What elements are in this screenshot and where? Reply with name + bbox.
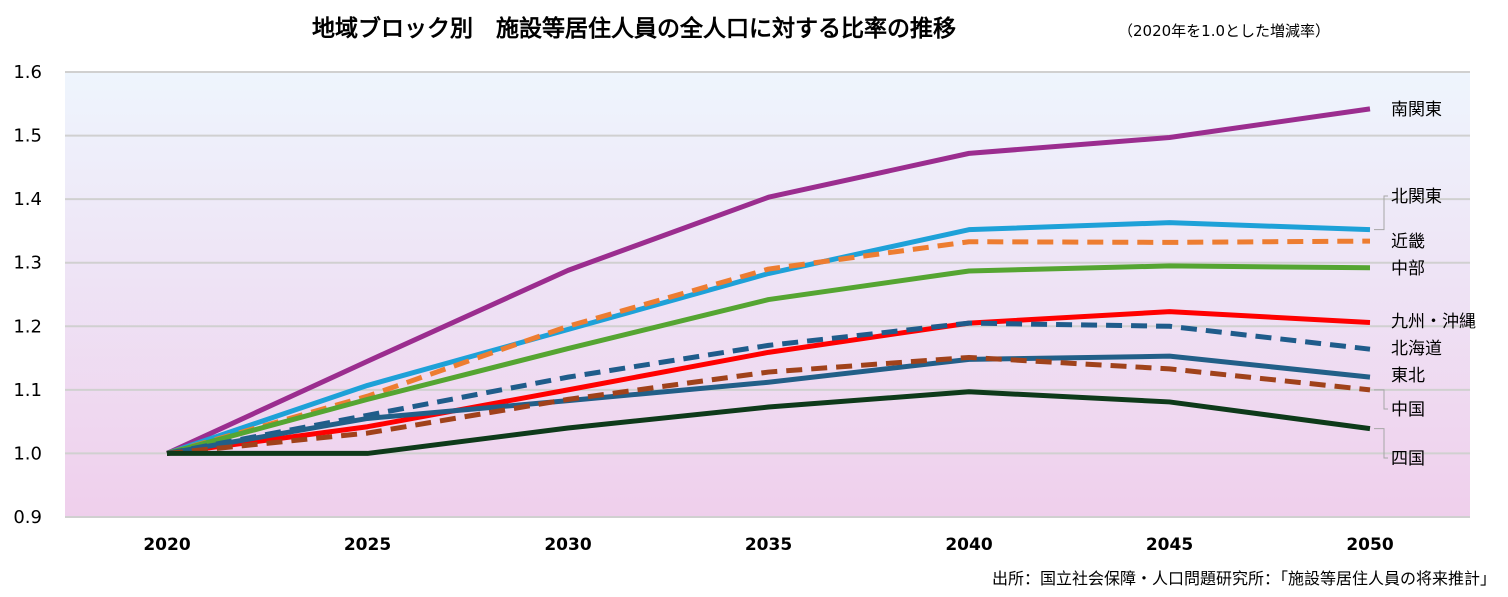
x-axis: 2020 2025 2030 2035 2040 2045 2050: [143, 535, 1393, 555]
series-label: 中部: [1391, 259, 1425, 279]
x-tick-label: 2050: [1346, 535, 1393, 555]
series-label: 北海道: [1391, 339, 1442, 359]
y-tick-label: 1.2: [13, 316, 42, 337]
label-leader-line: [1374, 389, 1388, 410]
x-tick-label: 2020: [143, 535, 190, 555]
series-line-0: [165, 106, 1371, 456]
x-tick-label: 2035: [745, 535, 792, 555]
y-tick-label: 1.4: [13, 189, 42, 210]
x-tick-label: 2030: [544, 535, 591, 555]
series-label: 中国: [1391, 400, 1425, 420]
plot-area: [65, 72, 1470, 517]
series-label: 四国: [1391, 449, 1425, 469]
series-label: 近畿: [1391, 232, 1425, 252]
chart-subtitle: （2020年を1.0とした増減率）: [1118, 22, 1330, 40]
series-label: 東北: [1391, 366, 1425, 386]
series-line-5: [166, 320, 1371, 456]
y-tick-label: 1.6: [13, 62, 42, 83]
y-tick-label: 1.1: [13, 380, 42, 401]
series-line-6: [166, 353, 1371, 456]
x-tick-label: 2045: [1146, 535, 1193, 555]
y-tick-label: 1.0: [13, 443, 42, 464]
label-leader-line: [1374, 428, 1388, 459]
series-line-3: [166, 263, 1371, 456]
source-note: 出所：国立社会保障・人口問題研究所：「施設等居住人員の将来推計」: [992, 569, 1496, 588]
series-label: 九州・沖縄: [1391, 312, 1476, 332]
y-tick-label: 0.9: [13, 507, 42, 528]
series-label: 南関東: [1391, 100, 1442, 120]
chart-title: 地域ブロック別 施設等居住人員の全人口に対する比率の推移: [312, 15, 956, 42]
x-tick-label: 2040: [945, 535, 992, 555]
series-lines: [165, 106, 1371, 456]
series-line-1: [166, 220, 1371, 456]
series-line-4: [166, 309, 1371, 456]
y-tick-label: 1.3: [13, 253, 42, 274]
series-line-2: [166, 238, 1371, 456]
series-line-7: [166, 354, 1371, 456]
series-label: 北関東: [1391, 187, 1442, 207]
y-tick-label: 1.5: [13, 126, 42, 147]
x-tick-label: 2025: [344, 535, 391, 555]
series-line-8: [167, 389, 1371, 456]
label-leader-line: [1374, 195, 1388, 231]
y-axis: 0.9 1.0 1.1 1.2 1.3 1.4 1.5 1.6: [13, 62, 42, 528]
